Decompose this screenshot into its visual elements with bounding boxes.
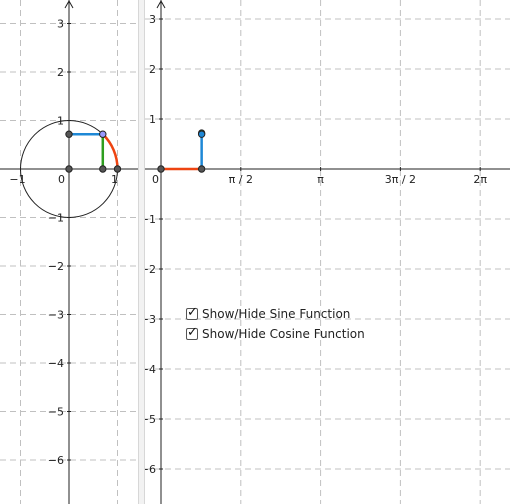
sine-axis-point (65, 130, 73, 138)
origin-point (65, 165, 73, 173)
angle-arc (101, 133, 119, 170)
y-tick-label: 2 (57, 66, 64, 79)
function-canvas[interactable]: 0 π / 2 π 3π / 2 2π 3 2 1 −1 −2 −3 −4 −5 −6 (145, 0, 510, 504)
y-tick-label: 1 (149, 113, 156, 126)
cosine-value-point (197, 130, 206, 138)
x-tick-label: 0 (58, 173, 65, 186)
y-tick-label: −3 (48, 309, 64, 322)
y-tick-label: −4 (145, 363, 156, 376)
cosine-toggle-label: Show/Hide Cosine Function (202, 327, 365, 341)
x-tick-label: π (317, 173, 324, 186)
view-divider[interactable] (138, 0, 145, 504)
x-tick-label: 1 (111, 173, 118, 186)
origin-label: 0 (152, 173, 159, 186)
sine-toggle[interactable]: ✓ Show/Hide Sine Function (186, 306, 350, 322)
y-tick-label: −6 (48, 454, 64, 467)
y-tick-label: 3 (149, 13, 156, 26)
circle-point (99, 130, 107, 138)
unit-circle-graphics-view[interactable]: 3 2 1 −1 −2 −3 −4 −5 −6 −1 0 1 (0, 0, 138, 504)
y-tick-label: 3 (57, 18, 64, 31)
angle-point (197, 165, 206, 173)
y-tick-label: −4 (48, 357, 64, 370)
y-axis-arrow-icon (64, 0, 74, 9)
cosine-toggle[interactable]: ✓ Show/Hide Cosine Function (186, 326, 365, 342)
x-tick-label: −1 (9, 173, 25, 186)
function-graphics-view[interactable]: 0 π / 2 π 3π / 2 2π 3 2 1 −1 −2 −3 −4 −5 −6 (145, 0, 510, 504)
y-tick-label: −1 (145, 213, 156, 226)
y-tick-label: −2 (145, 263, 156, 276)
unit-circle-canvas[interactable]: 321−1−2−3−4−5−6−1 0 1 (0, 0, 138, 504)
cosine-checkbox[interactable]: ✓ (186, 325, 198, 340)
origin-point (157, 165, 165, 173)
x-tick-label: π / 2 (229, 173, 253, 186)
cosine-check-icon: ✓ (187, 325, 198, 340)
x-tick-label: 2π (473, 173, 487, 186)
x-tick-label: 3π / 2 (385, 173, 416, 186)
y-axis-arrow-icon (156, 0, 166, 9)
y-tick-label: −5 (145, 413, 156, 426)
sine-check-icon: ✓ (187, 305, 198, 320)
sine-checkbox[interactable]: ✓ (186, 305, 198, 320)
y-tick-label: −6 (145, 463, 156, 476)
cosine-axis-point (99, 165, 107, 173)
y-tick-label: −5 (48, 406, 64, 419)
sine-toggle-label: Show/Hide Sine Function (202, 307, 351, 321)
y-tick-label: −3 (145, 313, 156, 326)
y-tick-label: 2 (149, 63, 156, 76)
arc-start-point (113, 165, 122, 173)
y-tick-label: −2 (48, 260, 64, 273)
